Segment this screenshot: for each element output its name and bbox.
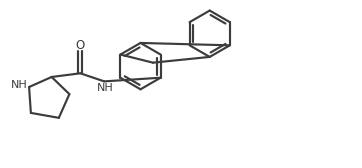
Text: O: O: [76, 39, 85, 52]
Text: NH: NH: [97, 83, 114, 93]
Text: NH: NH: [11, 80, 28, 90]
